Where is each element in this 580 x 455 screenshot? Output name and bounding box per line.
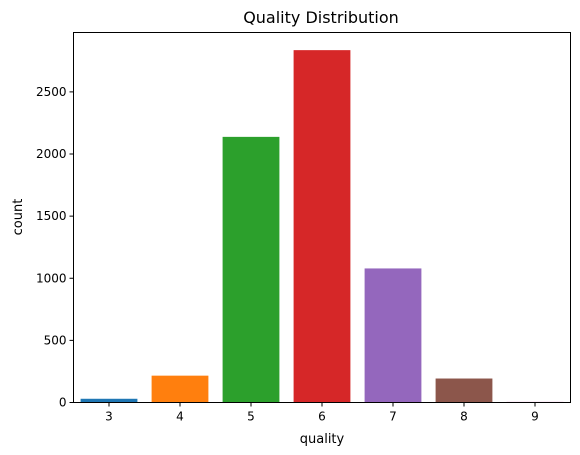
y-tick-label: 1500 (36, 209, 67, 223)
x-axis: 3 4 5 6 7 8 9 (105, 402, 539, 424)
x-tick-label: 6 (318, 410, 326, 424)
x-axis-label: quality (300, 432, 345, 447)
y-tick-label: 2000 (36, 147, 67, 161)
y-tick-label: 0 (59, 396, 67, 410)
x-tick-label: 5 (247, 410, 255, 424)
bar-4 (151, 375, 209, 403)
chart-title: Quality Distribution (243, 8, 399, 27)
x-tick-label: 7 (389, 410, 397, 424)
x-tick-label: 9 (531, 410, 539, 424)
y-tick-label: 500 (44, 333, 67, 347)
x-tick-label: 4 (176, 410, 184, 424)
bar-5 (222, 136, 280, 403)
y-axis-label: count (11, 199, 26, 236)
x-tick-label: 8 (460, 410, 468, 424)
bar-6 (293, 50, 351, 403)
bar-7 (364, 268, 422, 403)
y-tick-label: 1000 (36, 271, 67, 285)
y-axis: 0 500 1000 1500 2000 2500 (36, 85, 74, 410)
x-tick-label: 3 (105, 410, 113, 424)
plot-frame (73, 32, 571, 403)
bar-3 (80, 398, 138, 403)
bars-group (80, 50, 564, 403)
bar-8 (435, 378, 493, 403)
y-tick-label: 2500 (36, 85, 67, 99)
